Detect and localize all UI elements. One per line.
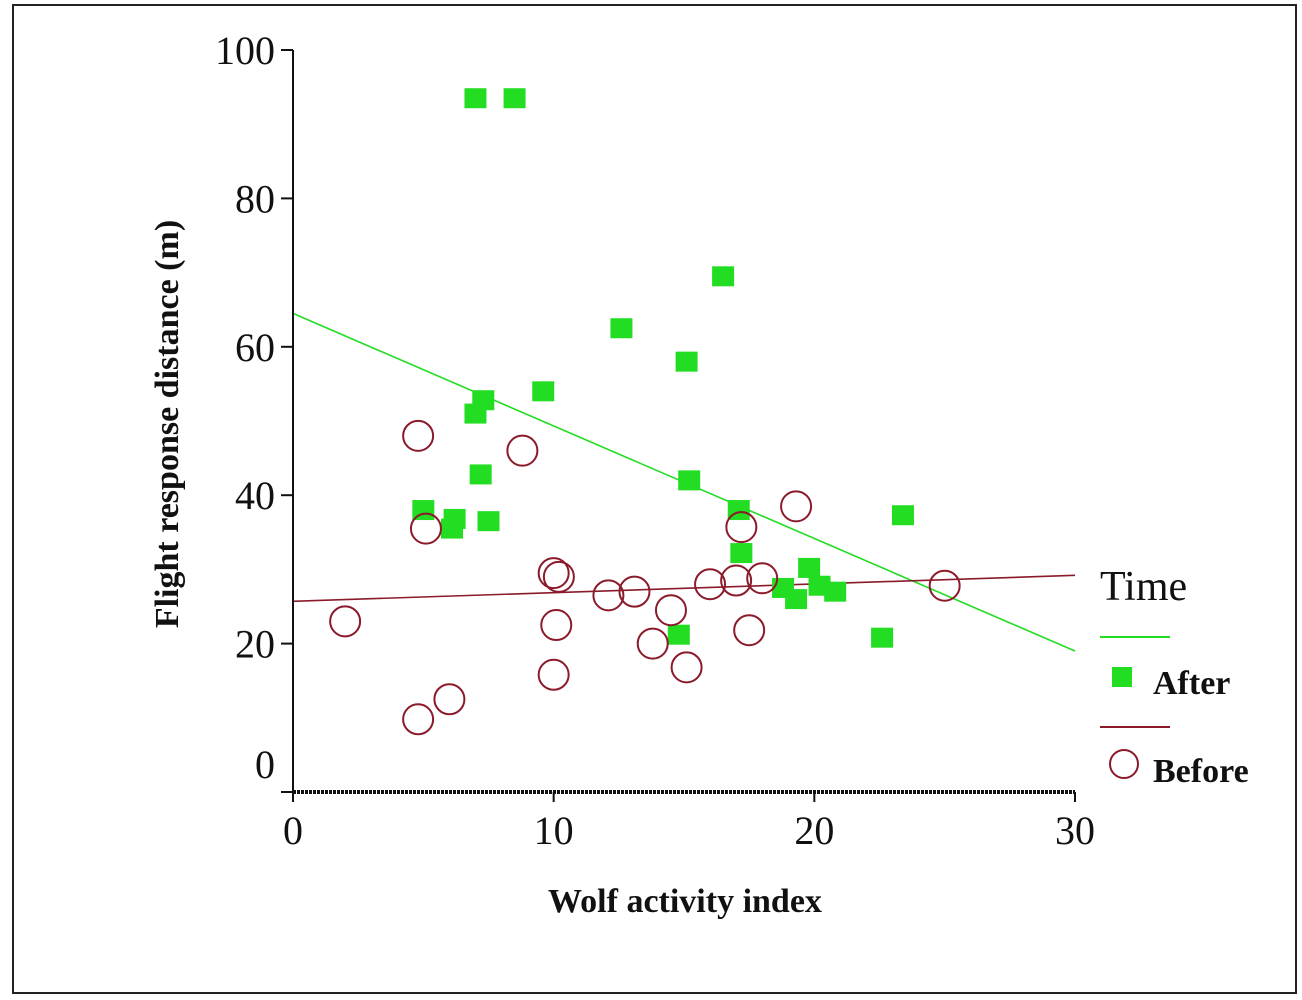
y-tick-label: 0 [255,742,275,787]
legend-label-before: Before [1153,753,1249,790]
point-before [592,579,625,612]
point-before [433,683,466,716]
point-before [402,703,435,736]
point-after [464,88,487,109]
x-tick-label: 0 [283,808,303,853]
point-before [654,594,687,627]
point-after [469,464,492,485]
point-before [780,490,813,523]
point-after [464,403,487,424]
point-before [670,651,703,684]
point-before [537,557,570,590]
point-before [618,575,651,608]
point-before [542,560,575,593]
y-tick-label: 40 [235,473,275,518]
point-after [503,88,526,109]
chart-frame [12,4,1297,994]
point-after [675,351,698,372]
point-before [720,564,753,597]
point-before [746,562,779,595]
legend: Time After Before [1100,564,1249,790]
point-before [928,569,961,602]
legend-title: Time [1100,564,1187,610]
y-axis-title: Flight response distance (m) [149,220,186,628]
y-tick-label: 80 [235,176,275,221]
point-after [441,518,464,539]
data-points [329,88,961,736]
x-tick-label: 20 [794,808,834,853]
point-after [785,589,808,610]
y-tick-label: 20 [235,622,275,667]
point-after [730,543,753,564]
point-after [477,511,500,532]
point-before [540,609,573,642]
point-after [712,266,735,287]
point-after [532,381,555,402]
point-after [891,505,914,526]
axes: 0 20 40 60 80 100 0 10 20 30 [215,28,1095,853]
legend-label-after: After [1153,665,1230,702]
point-before [725,511,758,544]
point-after [824,581,847,602]
point-before [733,614,766,647]
x-axis-title: Wolf activity index [548,883,822,920]
x-tick-label: 30 [1055,808,1095,853]
y-tick-label: 60 [235,325,275,370]
point-before [636,627,669,660]
trend-line-before [292,574,1076,603]
point-after [610,318,633,339]
point-after [871,627,894,648]
point-before [329,605,362,638]
x-tick-label: 10 [534,808,574,853]
legend-marker-after [1112,667,1132,687]
point-before [537,658,570,691]
legend-marker-before [1109,749,1139,779]
point-after [798,557,821,578]
y-tick-label: 100 [215,28,275,73]
point-before [402,419,435,452]
point-after [678,470,701,491]
point-before [506,434,539,467]
point-before [694,568,727,601]
point-before [409,512,442,545]
point-after [667,624,690,645]
